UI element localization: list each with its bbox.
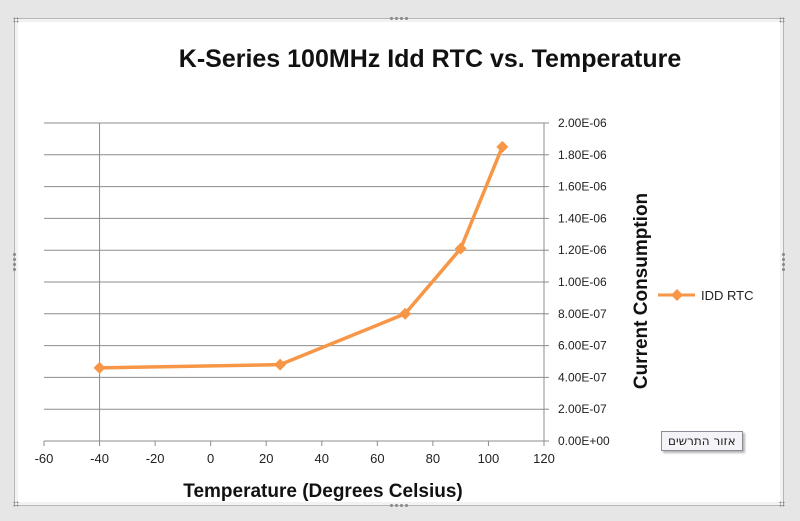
x-tick-label: 0 [207, 451, 214, 466]
resize-handle-top-left[interactable] [13, 17, 19, 23]
y-axis-label: Current Consumption [631, 193, 652, 389]
x-axis-label: Temperature (Degrees Celsius) [183, 481, 462, 502]
data-point [399, 307, 412, 320]
y-tick-label: 0.00E+00 [558, 434, 610, 448]
y-tick-label: 4.00E-07 [558, 370, 607, 384]
resize-handle-right[interactable] [781, 252, 786, 272]
x-tick-label: 120 [533, 451, 555, 466]
x-tick-label: -60 [35, 451, 54, 466]
legend-marker [671, 289, 683, 301]
resize-handle-top-right[interactable] [779, 17, 785, 23]
y-tick-label: 1.40E-06 [558, 211, 607, 225]
chart-svg: K-Series 100MHz Idd RTC vs. Temperature … [35, 45, 754, 502]
y-tick-label: 1.20E-06 [558, 243, 607, 257]
x-tick-labels: -60 -40 -20 0 20 40 60 80 100 120 [35, 451, 555, 466]
resize-handle-bottom-right[interactable] [779, 501, 785, 507]
resize-handle-bottom-left[interactable] [13, 501, 19, 507]
y-tick-label: 1.80E-06 [558, 148, 607, 162]
x-tick-label: -20 [146, 451, 165, 466]
resize-handle-left[interactable] [12, 252, 17, 272]
x-tick-label: 80 [426, 451, 440, 466]
y-tick-labels: 0.00E+00 2.00E-07 4.00E-07 6.00E-07 8.00E-07… [558, 116, 610, 448]
x-tick-label: 100 [478, 451, 500, 466]
resize-handle-bottom[interactable] [389, 503, 409, 508]
plot-area-tooltip: אזור התרשים [661, 431, 743, 451]
x-tick-label: 40 [315, 451, 329, 466]
data-point [496, 140, 509, 153]
data-point [454, 242, 467, 255]
x-tick-label: 20 [259, 451, 273, 466]
x-tick-label: 60 [370, 451, 384, 466]
y-tick-label: 1.00E-06 [558, 275, 607, 289]
axes [43, 122, 549, 446]
resize-handle-top[interactable] [389, 16, 409, 21]
legend[interactable]: IDD RTC [658, 288, 753, 303]
series-idd-rtc [93, 140, 509, 374]
y-tick-label: 6.00E-07 [558, 339, 607, 353]
data-point [274, 358, 287, 371]
series-line [99, 146, 504, 370]
grid-lines [44, 122, 544, 410]
legend-label: IDD RTC [701, 288, 753, 303]
x-tick-label: -40 [90, 451, 109, 466]
y-tick-label: 2.00E-06 [558, 116, 607, 130]
chart-frame[interactable]: K-Series 100MHz Idd RTC vs. Temperature … [12, 16, 786, 508]
chart-title: K-Series 100MHz Idd RTC vs. Temperature [179, 45, 682, 73]
y-tick-label: 2.00E-07 [558, 402, 607, 416]
y-tick-label: 8.00E-07 [558, 307, 607, 321]
y-tick-label: 1.60E-06 [558, 180, 607, 194]
data-point [93, 361, 106, 374]
